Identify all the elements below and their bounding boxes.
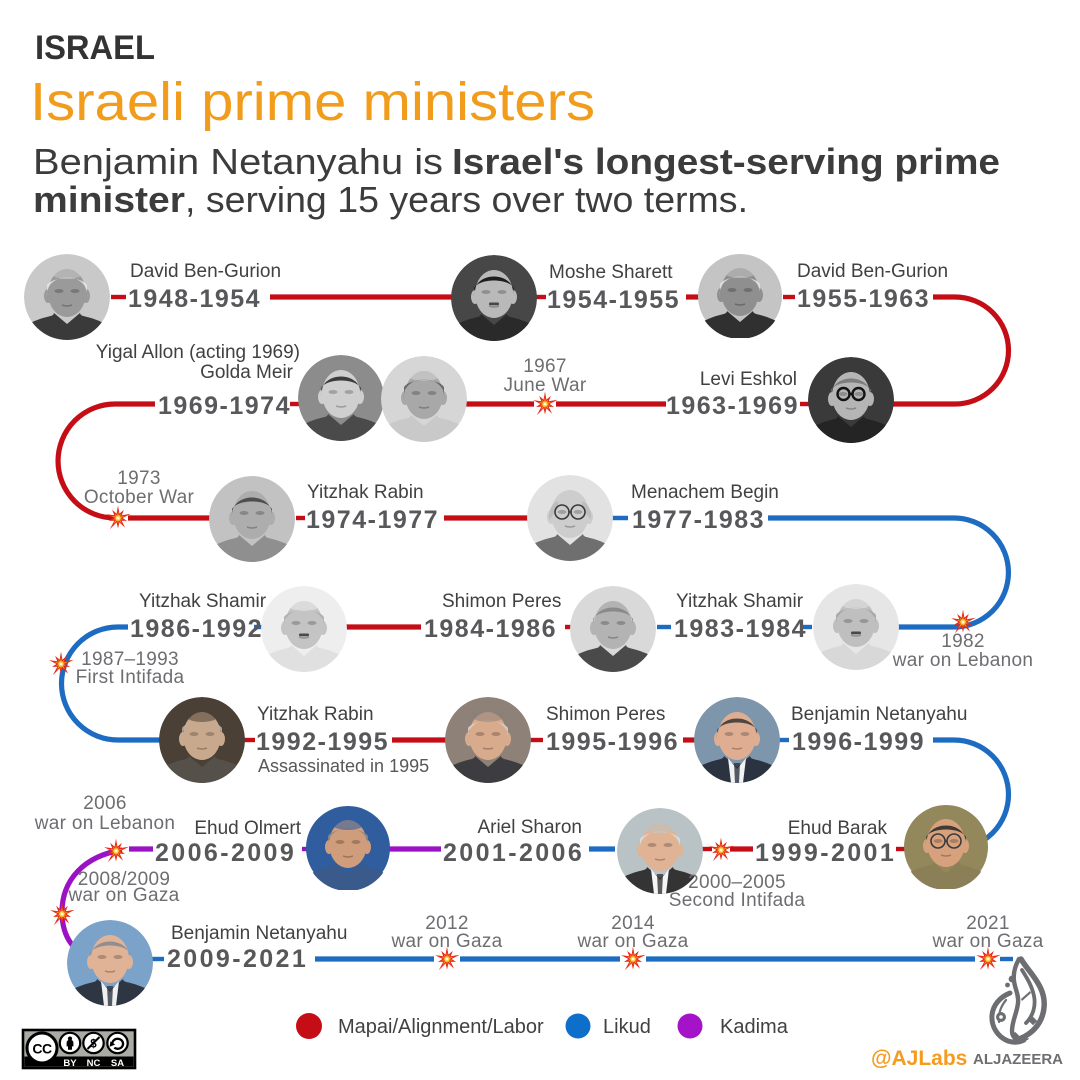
svg-text:Shimon Peres: Shimon Peres — [442, 591, 561, 612]
svg-text:Benjamin Netanyahu is: Benjamin Netanyahu is — [33, 141, 443, 182]
svg-text:Yitzhak Shamir: Yitzhak Shamir — [676, 591, 804, 612]
svg-text:1986-1992: 1986-1992 — [130, 615, 263, 643]
svg-text:Yitzhak Shamir: Yitzhak Shamir — [139, 591, 267, 612]
svg-text:1969-1974: 1969-1974 — [158, 392, 291, 420]
svg-text:2008/2009: 2008/2009 — [78, 869, 171, 890]
svg-text:2014: 2014 — [611, 913, 655, 934]
svg-text:1954-1955: 1954-1955 — [547, 286, 680, 314]
svg-text:Menachem Begin: Menachem Begin — [631, 482, 779, 503]
svg-text:1974-1977: 1974-1977 — [306, 506, 439, 534]
svg-text:ISRAEL: ISRAEL — [35, 29, 155, 67]
svg-text:David Ben-Gurion: David Ben-Gurion — [797, 261, 948, 282]
svg-text:1963-1969: 1963-1969 — [666, 392, 799, 420]
svg-text:minister: minister — [33, 179, 185, 220]
svg-text:war on Gaza: war on Gaza — [576, 931, 688, 952]
svg-text:Ehud Olmert: Ehud Olmert — [194, 818, 301, 839]
svg-text:October War: October War — [84, 487, 195, 508]
svg-text:2006-2009: 2006-2009 — [155, 839, 296, 867]
svg-text:David Ben-Gurion: David Ben-Gurion — [130, 261, 281, 282]
svg-text:1984-1986: 1984-1986 — [424, 615, 557, 643]
svg-text:BY: BY — [63, 1058, 77, 1069]
svg-text:1973: 1973 — [117, 468, 160, 489]
svg-text:war on Lebanon: war on Lebanon — [34, 813, 175, 834]
svg-text:1996-1999: 1996-1999 — [792, 728, 925, 756]
svg-text:2021: 2021 — [966, 913, 1009, 934]
svg-text:Kadima: Kadima — [720, 1016, 789, 1038]
svg-text:2009-2021: 2009-2021 — [167, 945, 308, 973]
svg-text:Israeli prime ministers: Israeli prime ministers — [30, 72, 595, 132]
svg-text:2012: 2012 — [425, 913, 468, 934]
svg-text:Golda Meir: Golda Meir — [200, 362, 294, 383]
svg-text:NC: NC — [87, 1058, 101, 1069]
svg-text:Ehud Barak: Ehud Barak — [788, 818, 888, 839]
svg-text:1955-1963: 1955-1963 — [797, 285, 930, 313]
svg-text:Yigal Allon (acting 1969): Yigal Allon (acting 1969) — [96, 342, 300, 363]
svg-text:Benjamin Netanyahu: Benjamin Netanyahu — [171, 923, 347, 944]
svg-text:1967: 1967 — [523, 356, 566, 377]
svg-text:Israel's longest-serving prime: Israel's longest-serving prime — [452, 141, 1000, 182]
svg-text:CC: CC — [32, 1041, 52, 1057]
svg-text:war on Gaza: war on Gaza — [67, 885, 179, 906]
svg-text:1977-1983: 1977-1983 — [632, 506, 765, 534]
svg-text:First Intifada: First Intifada — [76, 667, 185, 688]
svg-text:war on Lebanon: war on Lebanon — [892, 650, 1033, 671]
svg-text:SA: SA — [111, 1058, 124, 1069]
svg-text:Yitzhak Rabin: Yitzhak Rabin — [307, 482, 424, 503]
svg-text:$: $ — [90, 1039, 97, 1051]
svg-text:2006: 2006 — [83, 793, 126, 814]
svg-text:June War: June War — [503, 375, 586, 396]
svg-text:ALJAZEERA: ALJAZEERA — [973, 1051, 1063, 1068]
svg-text:Likud: Likud — [603, 1016, 651, 1038]
svg-text:1995-1996: 1995-1996 — [546, 728, 679, 756]
svg-text:@AJLabs: @AJLabs — [871, 1047, 967, 1070]
svg-text:1983-1984: 1983-1984 — [674, 615, 807, 643]
svg-text:Moshe Sharett: Moshe Sharett — [549, 262, 673, 283]
svg-text:Ariel Sharon: Ariel Sharon — [477, 817, 582, 838]
svg-text:Yitzhak Rabin: Yitzhak Rabin — [257, 704, 374, 725]
svg-text:Mapai/Alignment/Labor: Mapai/Alignment/Labor — [338, 1016, 544, 1038]
svg-text:war on Gaza: war on Gaza — [390, 931, 502, 952]
svg-text:1992-1995: 1992-1995 — [256, 728, 389, 756]
svg-text:2001-2006: 2001-2006 — [443, 839, 584, 867]
svg-text:1948-1954: 1948-1954 — [128, 285, 261, 313]
svg-text:1999-2001: 1999-2001 — [755, 839, 896, 867]
svg-text:Assassinated in 1995: Assassinated in 1995 — [258, 756, 429, 776]
svg-text:Levi Eshkol: Levi Eshkol — [700, 369, 797, 390]
svg-text:, serving 15 years over two te: , serving 15 years over two terms. — [185, 179, 748, 220]
svg-text:2000–2005: 2000–2005 — [688, 872, 786, 893]
svg-text:1982: 1982 — [941, 631, 984, 652]
svg-text:1987–1993: 1987–1993 — [81, 649, 179, 670]
svg-text:Second Intifada: Second Intifada — [669, 890, 806, 911]
svg-text:Shimon Peres: Shimon Peres — [546, 704, 665, 725]
svg-text:war on Gaza: war on Gaza — [931, 931, 1043, 952]
svg-text:Benjamin Netanyahu: Benjamin Netanyahu — [791, 704, 967, 725]
